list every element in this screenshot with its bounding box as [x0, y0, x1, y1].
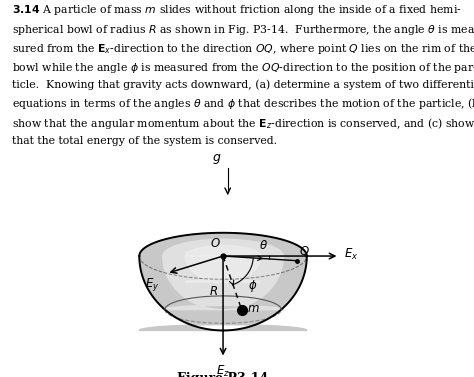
Text: $E_z$: $E_z$	[216, 364, 230, 377]
Text: Figure P3-14: Figure P3-14	[177, 372, 269, 377]
Polygon shape	[163, 239, 283, 310]
Polygon shape	[139, 233, 307, 331]
Text: $Q$: $Q$	[299, 244, 310, 258]
Text: $E_y$: $E_y$	[145, 276, 160, 293]
Text: $\phi$: $\phi$	[248, 278, 257, 294]
Text: $\theta$: $\theta$	[259, 239, 268, 252]
Text: $E_x$: $E_x$	[344, 247, 358, 262]
Text: $m$: $m$	[247, 302, 260, 315]
Polygon shape	[185, 245, 261, 282]
Text: $O$: $O$	[210, 237, 221, 250]
Text: $g$: $g$	[212, 152, 222, 167]
Text: $\mathbf{3.14}$ A particle of mass $m$ slides without friction along the inside : $\mathbf{3.14}$ A particle of mass $m$ s…	[12, 3, 474, 146]
Text: $R$: $R$	[210, 285, 219, 298]
